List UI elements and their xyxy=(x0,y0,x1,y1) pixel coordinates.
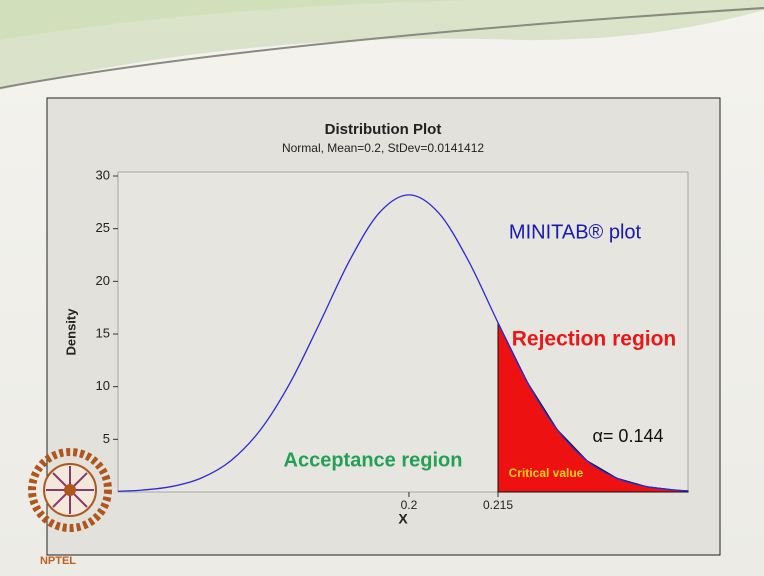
y-tick-label: 30 xyxy=(96,167,110,182)
annotation: MINITAB® plot xyxy=(509,221,642,243)
slide: Distribution Plot Normal, Mean=0.2, StDe… xyxy=(0,0,764,576)
x-axis-label: X xyxy=(398,511,408,527)
annotation: Rejection region xyxy=(512,328,677,351)
annotation: Acceptance region xyxy=(284,449,463,471)
chart-subtitle: Normal, Mean=0.2, StDev=0.0141412 xyxy=(282,141,484,155)
x-tick-label: 0.215 xyxy=(483,498,513,512)
y-tick-label: 5 xyxy=(103,431,110,446)
annotation: Critical value xyxy=(509,466,584,480)
y-tick-label: 25 xyxy=(96,220,110,235)
y-tick-label: 15 xyxy=(96,325,110,340)
y-tick-label: 10 xyxy=(96,378,110,393)
logo-text: NPTEL xyxy=(40,555,76,567)
chart-title: Distribution Plot xyxy=(325,121,442,138)
x-tick-label: 0.2 xyxy=(401,498,418,512)
y-axis-label: Density xyxy=(63,308,78,356)
chart: Distribution Plot Normal, Mean=0.2, StDe… xyxy=(0,0,764,576)
decor xyxy=(0,0,764,90)
y-tick-label: 20 xyxy=(96,273,110,288)
annotation: α= 0.144 xyxy=(593,426,664,446)
